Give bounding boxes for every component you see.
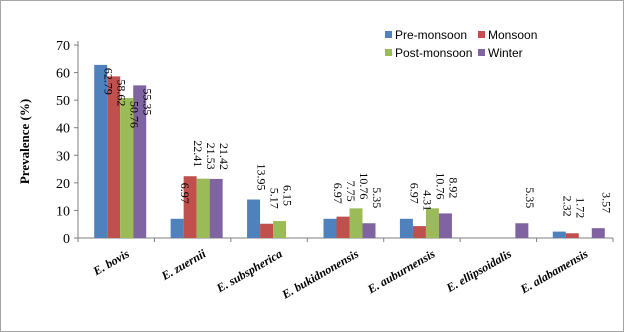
legend-swatch (385, 31, 392, 38)
data-label: 6.15 (281, 185, 295, 206)
data-label: 5.35 (370, 187, 384, 208)
bar (170, 218, 184, 238)
axes (77, 41, 614, 242)
bar (133, 85, 147, 238)
x-category-label: E. auburnensis (364, 246, 437, 296)
data-label: 2.32 (560, 196, 574, 217)
legend-entry: Monsoon (488, 28, 537, 42)
data-label: 1.72 (573, 197, 587, 218)
data-label: 6.97 (331, 183, 345, 204)
y-tick-label: 0 (63, 232, 70, 247)
data-label: 8.92 (446, 177, 460, 198)
bar (183, 176, 197, 238)
y-tick-label: 40 (56, 122, 70, 137)
data-label: 3.57 (599, 192, 613, 213)
data-label: 6.97 (178, 183, 192, 204)
bar (107, 76, 121, 239)
legend-swatch (385, 49, 392, 56)
x-category-label: E. bukidnonensis (279, 246, 362, 302)
data-label: 13.95 (255, 164, 269, 191)
legend-swatch (478, 49, 485, 56)
bar (438, 213, 452, 238)
y-tick-label: 50 (56, 94, 70, 109)
bar (565, 233, 579, 238)
legend-entry: Post-monsoon (395, 46, 472, 60)
bar (94, 64, 108, 238)
data-label: 6.97 (407, 183, 421, 204)
bar (591, 228, 605, 238)
bar (120, 98, 134, 239)
bar (260, 223, 274, 238)
y-tick-label: 70 (56, 39, 70, 54)
bar (412, 226, 426, 238)
legend: Pre-monsoon Monsoon Post-monsoon Winter (385, 28, 537, 60)
bar (349, 208, 363, 238)
x-category-label: E. zuernii (158, 246, 209, 283)
y-axis-title-group: Prevalence (%) (17, 99, 32, 184)
bar (399, 218, 413, 238)
bar (362, 223, 376, 238)
data-label: 55.35 (141, 88, 155, 115)
data-label: 22.41 (191, 140, 205, 167)
x-category-label: E. ellipsoidalis (443, 246, 514, 295)
data-label: 50.76 (128, 101, 142, 128)
bar (425, 208, 439, 238)
y-axis-title: Prevalence (%) (17, 99, 32, 184)
data-label: 10.76 (357, 172, 371, 199)
legend-entry: Pre-monsoon (395, 28, 467, 42)
y-tick-label: 60 (56, 67, 70, 82)
x-category-label: E. subspherica (213, 246, 284, 295)
bar (323, 218, 337, 238)
data-label: 7.75 (344, 181, 358, 202)
data-label: 21.42 (217, 143, 231, 170)
legend-swatch (478, 31, 485, 38)
bar (515, 223, 529, 238)
bar (196, 178, 210, 238)
bar (273, 221, 287, 238)
x-category-label: E. bovis (90, 246, 132, 278)
data-label: 10.76 (433, 172, 447, 199)
bars (94, 64, 605, 239)
y-tick-label: 20 (56, 177, 70, 192)
legend-entry: Winter (488, 46, 523, 60)
data-label: 62.79 (102, 68, 116, 95)
y-axis-ticks: 0 10 20 30 40 50 60 70 (56, 39, 78, 247)
data-label: 21.53 (204, 143, 218, 170)
bar (247, 199, 261, 238)
data-label: 5.35 (523, 187, 537, 208)
data-label: 5.17 (268, 188, 282, 209)
bar (209, 178, 223, 238)
bar (552, 231, 566, 238)
y-tick-label: 10 (56, 204, 70, 219)
y-tick-label: 30 (56, 149, 70, 164)
data-label: 4.31 (420, 190, 434, 211)
bar (336, 216, 350, 238)
data-label: 58.62 (115, 79, 129, 106)
x-category-label: E. alabamensis (517, 246, 590, 296)
